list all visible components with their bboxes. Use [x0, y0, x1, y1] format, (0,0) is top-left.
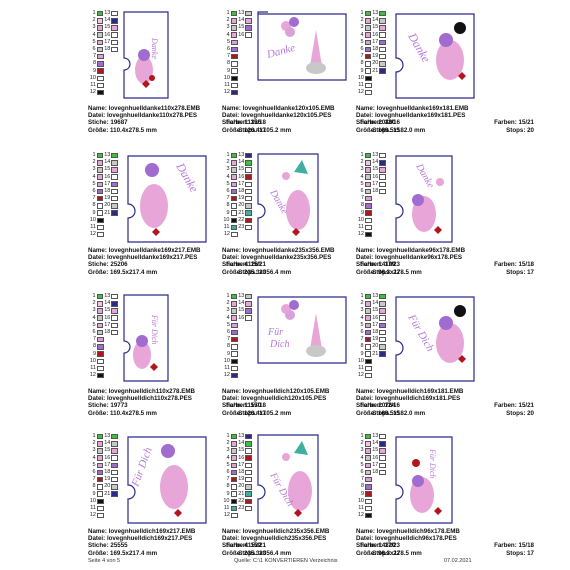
design-info: Name: lovegnhuelldanke110x278.EMB Datei:…	[88, 105, 266, 134]
design-name: lovegnhuelldich235x356.EMB	[242, 528, 330, 535]
design-name: lovegnhuelldanke169x181.EMB	[376, 105, 469, 112]
design-file: lovegnhuelldanke96x178.PES	[374, 254, 462, 262]
design-card: 1 13 2 14 3 15 4 16 5 17 6 18 7 8 9 10 11 12 D…	[88, 10, 266, 138]
color-swatch-list: 1 13 2 14 3 15 4 16 5 17 6 18 7 19 8 20 9 21 10 1…	[356, 10, 386, 96]
design-card: 1 13 2 14 3 15 4 16 5 17 6 18 7 19 8 20 9 21 10 1…	[88, 433, 266, 561]
design-name: lovegnhuelldanke235x356.EMB	[242, 247, 335, 254]
design-file: lovegnhuelldich96x178.PES	[374, 535, 457, 543]
design-name: lovegnhuelldanke96x178.EMB	[376, 247, 466, 254]
design-name: lovegnhuelldich169x181.EMB	[376, 388, 464, 395]
design-card: 1 13 2 14 3 15 4 16 5 6 7 8 9 10 11 12 Danke…	[222, 10, 400, 138]
color-swatch-list: 1 13 2 14 3 15 4 16 5 17 6 18 7 8 9 10 11 12	[88, 10, 118, 96]
danke-lettering: Danke	[265, 42, 297, 61]
design-file: lovegnhuelldanke169x217.PES	[106, 254, 198, 262]
design-file: lovegnhuelldich120x105.PES	[240, 395, 327, 403]
design-preview: Für Dich	[123, 294, 169, 382]
danke-lettering: Danke	[173, 160, 202, 196]
design-preview: Für Dich	[395, 436, 453, 524]
color-swatch-list: 1 13 2 14 3 15 4 16 5 17 6 18 7 19 8 20 9 21 10 22…	[222, 152, 252, 238]
design-preview: Danke	[395, 155, 453, 243]
color-swatch-list: 1 13 2 14 3 15 4 16 5 17 6 18 7 19 8 20 9 21 10 22…	[222, 433, 252, 519]
color-swatch-list: 1 13 2 14 3 15 4 16 5 17 6 18 7 19 8 20 9 21 10 1…	[356, 293, 386, 379]
design-file: lovegnhuelldich169x217.PES	[106, 535, 193, 543]
design-card: 1 13 2 14 3 15 4 16 5 17 6 18 7 19 8 20 9 21 10 1…	[356, 293, 534, 421]
design-name: lovegnhuelldanke120x105.EMB	[242, 105, 335, 112]
design-preview: Danke	[395, 13, 475, 99]
dich-lettering: Dich	[269, 339, 289, 350]
color-swatch-list: 1 13 2 14 3 15 4 16 5 17 6 18 7 19 8 20 9 21 10 1…	[88, 433, 118, 519]
danke-lettering: Danke	[413, 161, 436, 190]
design-info: Name: lovegnhuelldanke120x105.EMB Datei:…	[222, 105, 400, 134]
design-preview: Danke	[257, 153, 319, 243]
danke-lettering: Danke	[150, 37, 159, 59]
source-path: Quelle: C:\1 KONVERTIEREN Verzeichnis	[234, 558, 338, 564]
design-file: lovegnhuelldich235x356.PES	[240, 535, 327, 543]
design-name: lovegnhuelldanke110x278.EMB	[108, 105, 201, 112]
design-card: 1 13 2 14 3 15 4 16 5 17 6 18 7 8 9 10 11 12 F…	[88, 293, 266, 421]
design-file: lovegnhuelldanke169x181.PES	[374, 112, 466, 120]
design-file: lovegnhuelldich110x278.PES	[106, 395, 192, 403]
danke-lettering: Danke	[405, 30, 434, 66]
page-number: Seite 4 von 5	[88, 558, 121, 564]
design-info: Name: lovegnhuelldanke169x217.EMB Datei:…	[88, 247, 266, 276]
danke-lettering: Danke	[267, 187, 290, 216]
design-card: 1 13 2 14 3 15 4 16 5 17 6 18 7 19 8 20 9 21 10 1…	[356, 10, 534, 138]
design-name: lovegnhuelldanke169x217.EMB	[108, 247, 201, 254]
design-card: 1 13 2 14 3 15 4 16 5 17 6 18 7 19 8 20 9 21 10 22…	[222, 152, 400, 280]
design-preview: Danke	[123, 11, 169, 99]
design-info: Name: lovegnhuelldich96x178.EMB Datei: l…	[356, 528, 534, 557]
design-info: Name: lovegnhuelldich235x356.EMB Datei: …	[222, 528, 400, 557]
design-file: lovegnhuelldanke110x278.PES	[106, 112, 198, 120]
print-date: 07.02.2021	[444, 558, 472, 564]
design-info: Name: lovegnhuelldich110x278.EMB Datei: …	[88, 388, 266, 417]
design-info: Name: lovegnhuelldich120x105.EMB Datei: …	[222, 388, 400, 417]
design-file: lovegnhuelldanke235x356.PES	[240, 254, 332, 262]
color-swatch-list: 1 13 2 14 3 15 4 16 5 17 6 18 7 8 9 10 11 12	[356, 433, 386, 519]
design-file: lovegnhuelldanke120x105.PES	[240, 112, 332, 120]
design-preview: Danke	[257, 11, 347, 81]
design-name: lovegnhuelldich96x178.EMB	[376, 528, 460, 535]
design-card: 1 13 2 14 3 15 4 16 5 17 6 18 7 19 8 20 9 21 10 22…	[222, 433, 400, 561]
color-swatch-list: 1 13 2 14 3 15 4 16 5 17 6 18 7 8 9 10 11 12	[356, 152, 386, 238]
design-info: Name: lovegnhuelldanke96x178.EMB Datei: …	[356, 247, 534, 276]
color-swatch-list: 1 13 2 14 3 15 4 16 5 17 6 18 7 19 8 20 9 21 10 1…	[88, 152, 118, 238]
design-preview: Für Dich	[127, 436, 207, 524]
design-info: Name: lovegnhuelldich169x181.EMB Datei: …	[356, 388, 534, 417]
fuer-dich-lettering: Für Dich	[150, 314, 159, 345]
design-card: 1 13 2 14 3 15 4 16 5 17 6 18 7 8 9 10 11 12 F…	[356, 433, 534, 561]
design-name: lovegnhuelldich120x105.EMB	[242, 388, 330, 395]
design-name: lovegnhuelldich110x278.EMB	[108, 388, 195, 395]
color-swatch-list: 1 13 2 14 3 15 4 16 5 6 7 8 9 10 11 12	[222, 10, 252, 96]
fuer-dich-lettering: Für Dich	[405, 312, 436, 354]
design-file: lovegnhuelldich169x181.PES	[374, 395, 461, 403]
design-preview: Für Dich	[257, 296, 347, 364]
design-preview: Für Dich	[395, 296, 475, 382]
design-info: Name: lovegnhuelldanke169x181.EMB Datei:…	[356, 105, 534, 134]
design-info: Name: lovegnhuelldich169x217.EMB Datei: …	[88, 528, 266, 557]
design-card: 1 13 2 14 3 15 4 16 5 17 6 18 7 8 9 10 11 12 D…	[356, 152, 534, 280]
color-swatch-list: 1 13 2 14 3 15 4 16 5 17 6 18 7 8 9 10 11 12	[88, 293, 118, 379]
fuer-lettering: Für	[267, 327, 283, 338]
design-preview: Für Dich	[257, 434, 319, 524]
design-info: Name: lovegnhuelldanke235x356.EMB Datei:…	[222, 247, 400, 276]
design-card: 1 13 2 14 3 15 4 16 5 17 6 18 7 19 8 20 9 21 10 1…	[88, 152, 266, 280]
design-preview: Danke	[127, 155, 207, 243]
color-swatch-list: 1 13 2 14 3 15 4 16 5 6 7 8 9 10 11 12	[222, 293, 252, 379]
design-card: 1 13 2 14 3 15 4 16 5 6 7 8 9 10 11 12 Für D…	[222, 293, 400, 421]
fuer-dich-lettering: Für Dich	[129, 445, 155, 489]
design-name: lovegnhuelldich169x217.EMB	[108, 528, 196, 535]
fuer-dich-lettering: Für Dich	[428, 448, 437, 479]
